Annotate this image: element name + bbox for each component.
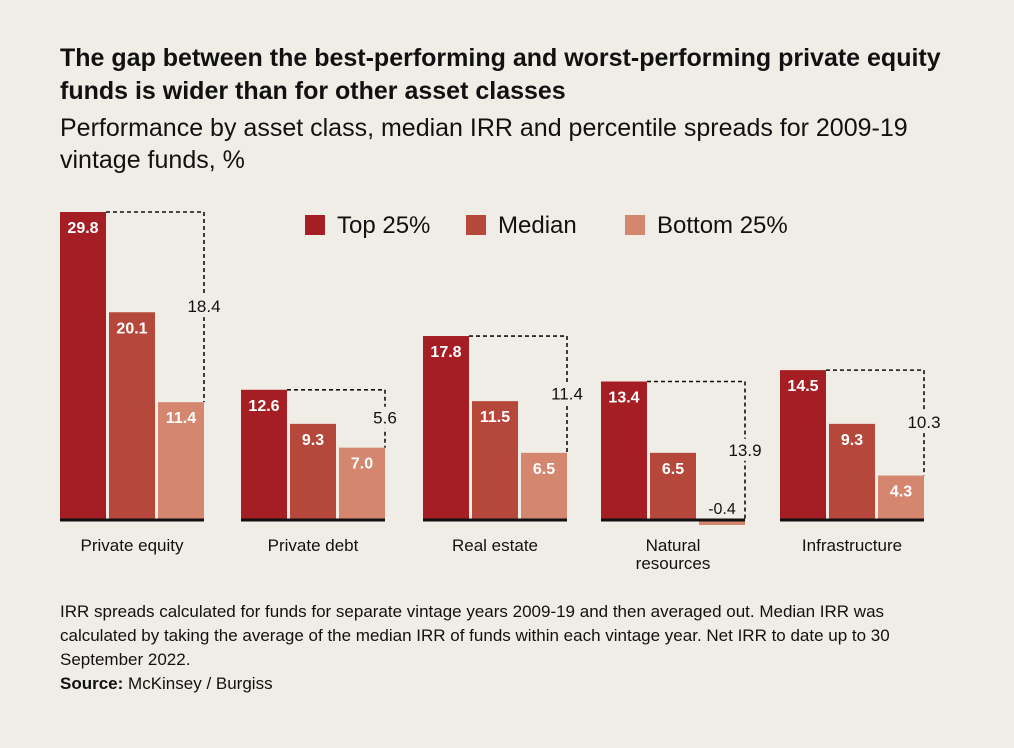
source-label: Source: [60, 674, 124, 693]
bar [60, 212, 106, 520]
spread-label-bg [366, 406, 404, 429]
spread-bracket [826, 369, 925, 476]
legend-label: Median [498, 212, 577, 239]
spread-label-bg [905, 410, 943, 433]
bar-value-label: 14.5 [787, 378, 818, 395]
bar-chart: 29.8 20.1 11.4 18.4 Private equity 12.6 9.3 7.0… [60, 211, 943, 573]
legend-swatch [305, 215, 325, 235]
source-text: McKinsey / Burgiss [128, 674, 273, 693]
bar [829, 423, 875, 520]
spread-label: 18.4 [187, 297, 220, 316]
legend-label: Top 25% [337, 212, 430, 239]
category-label: Private debt [268, 536, 359, 555]
spread-label: 11.4 [551, 384, 583, 403]
spread-label: 13.9 [728, 441, 761, 460]
bar [290, 423, 336, 520]
bar-value-label: 11.5 [480, 409, 510, 426]
bar-value-label: 20.1 [116, 320, 147, 337]
category-label: Real estate [452, 536, 538, 555]
bar-value-label: -0.4 [708, 501, 736, 518]
spread-label-bg [726, 438, 764, 461]
bar-value-label: 9.3 [302, 432, 324, 449]
bar-value-label: 9.3 [841, 432, 863, 449]
bar [780, 370, 826, 520]
category-label: Infrastructure [802, 536, 902, 555]
bar-value-label: 6.5 [662, 461, 684, 478]
bar-value-label: 29.8 [67, 220, 98, 237]
spread-label-bg [548, 382, 586, 405]
bar-value-label: 6.5 [533, 461, 555, 478]
bar-value-label: 7.0 [351, 456, 373, 473]
bar-value-label: 4.3 [890, 484, 912, 501]
bar-value-label: 11.4 [166, 410, 196, 427]
bar [521, 452, 567, 520]
spread-bracket [106, 211, 205, 403]
chart-title: The gap between the best-performing and … [60, 44, 941, 105]
bar [339, 447, 385, 520]
chart-subtitle: Performance by asset class, median IRR a… [60, 114, 908, 174]
source-line: Source: McKinsey / Burgiss [60, 672, 960, 696]
bar [158, 402, 204, 520]
footnote-block: IRR spreads calculated for funds for sep… [60, 600, 960, 696]
spread-label-bg [185, 295, 223, 318]
legend-swatch [625, 215, 645, 235]
category-label: Natural [646, 536, 701, 555]
category-label: resources [636, 554, 711, 573]
bar-value-label: 12.6 [248, 398, 279, 415]
spread-label: 10.3 [907, 413, 940, 432]
footnote-text: IRR spreads calculated for funds for sep… [60, 602, 890, 669]
category-label: Private equity [81, 536, 184, 555]
bar-value-label: 13.4 [608, 390, 639, 407]
bar [650, 452, 696, 520]
bar [601, 381, 647, 520]
spread-bracket [469, 335, 568, 453]
legend-label: Bottom 25% [657, 212, 788, 239]
bar [699, 520, 745, 525]
bar [109, 312, 155, 520]
legend-swatch [466, 215, 486, 235]
bar [472, 401, 518, 520]
spread-bracket [647, 380, 746, 520]
bar [423, 336, 469, 520]
spread-label: 5.6 [373, 409, 397, 428]
bar-value-label: 17.8 [430, 344, 461, 361]
bar [878, 475, 924, 520]
bar [241, 389, 287, 520]
